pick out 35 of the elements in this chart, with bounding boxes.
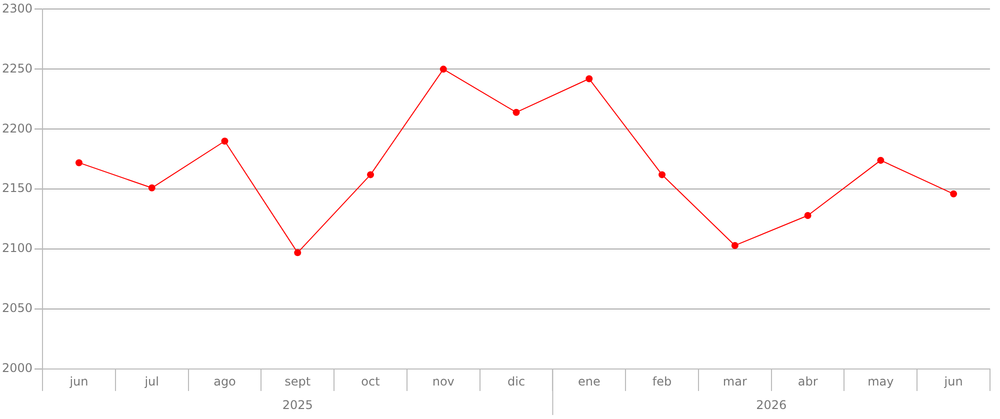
y-tick-label: 2300 — [2, 1, 33, 16]
point — [75, 159, 82, 166]
x-tick-label: oct — [361, 374, 380, 388]
point — [148, 184, 156, 192]
text: 2025 — [282, 398, 313, 412]
x-tick-label: dic — [507, 374, 526, 388]
y-tick-label: 2100 — [2, 241, 33, 256]
x-tick-label: jun — [943, 374, 963, 388]
y-tick-label: 2150 — [2, 181, 33, 196]
point — [804, 212, 812, 219]
point — [586, 75, 593, 82]
point — [221, 138, 228, 145]
y-tick-label: 2000 — [2, 361, 33, 376]
y-tick-label: 2050 — [2, 301, 33, 316]
point — [440, 66, 447, 73]
point — [731, 242, 738, 249]
point — [512, 108, 520, 116]
point — [294, 249, 302, 256]
x-tick-label: sept — [284, 374, 311, 388]
x-tick-label: feb — [652, 374, 672, 388]
x-tick-label: nov — [432, 374, 454, 388]
x-tick-label: jul — [144, 374, 159, 388]
y-tick-label: 2200 — [2, 121, 33, 136]
x-tick-label: ago — [214, 374, 236, 388]
x-tick-label: jun — [68, 374, 88, 388]
text: 2026 — [756, 398, 787, 412]
y-tick-label: 2250 — [2, 61, 33, 76]
point — [367, 171, 374, 178]
point — [658, 171, 666, 178]
x-tick-label: abr — [798, 374, 818, 388]
x-tick-label: may — [868, 374, 894, 388]
x-tick-label: ene — [578, 374, 600, 388]
point — [950, 190, 958, 198]
x-tick-label: mar — [722, 374, 747, 388]
point — [877, 156, 884, 164]
